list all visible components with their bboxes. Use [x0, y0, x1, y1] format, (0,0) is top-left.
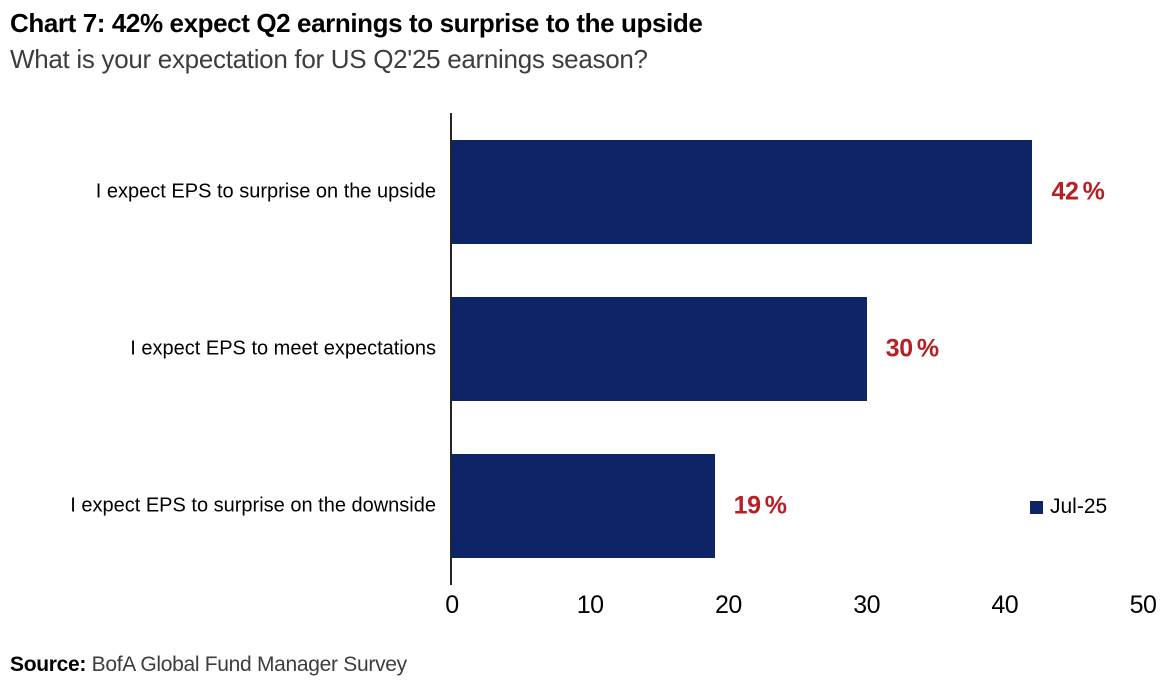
source-label: Source: — [10, 653, 87, 676]
category-label: I expect EPS to surprise on the downside — [70, 494, 436, 517]
category-label: I expect EPS to surprise on the upside — [95, 180, 436, 203]
x-tick-label: 0 — [445, 591, 459, 619]
legend-label: Jul-25 — [1050, 495, 1108, 518]
x-tick-label: 20 — [714, 591, 742, 619]
y-axis-line — [450, 113, 452, 585]
value-label: 19% — [733, 491, 787, 520]
x-tick-label: 30 — [853, 591, 880, 619]
x-tick-label: 10 — [576, 591, 604, 619]
source-text: BofA Global Fund Manager Survey — [86, 653, 408, 676]
x-axis: 0 10 20 30 40 50 — [445, 585, 1157, 621]
bar — [452, 139, 1033, 244]
plot-area: I expect EPS to surprise on the upside 42… — [70, 113, 1157, 619]
x-tick-label: 40 — [991, 591, 1019, 619]
legend: Jul-25 — [1030, 495, 1107, 519]
bar — [452, 454, 715, 559]
source-line: Source: BofA Global Fund Manager Survey — [10, 653, 407, 677]
value-label: 30% — [885, 334, 939, 363]
value-label: 42% — [1051, 177, 1105, 206]
chart-subtitle: What is your expectation for US Q2'25 ea… — [10, 44, 648, 74]
x-tick-label: 50 — [1129, 591, 1157, 619]
legend-swatch-icon — [1030, 500, 1043, 514]
chart-title: Chart 7: 42% expect Q2 earnings to surpr… — [10, 8, 703, 38]
category-label: I expect EPS to meet expectations — [130, 337, 436, 360]
bar — [452, 297, 867, 401]
